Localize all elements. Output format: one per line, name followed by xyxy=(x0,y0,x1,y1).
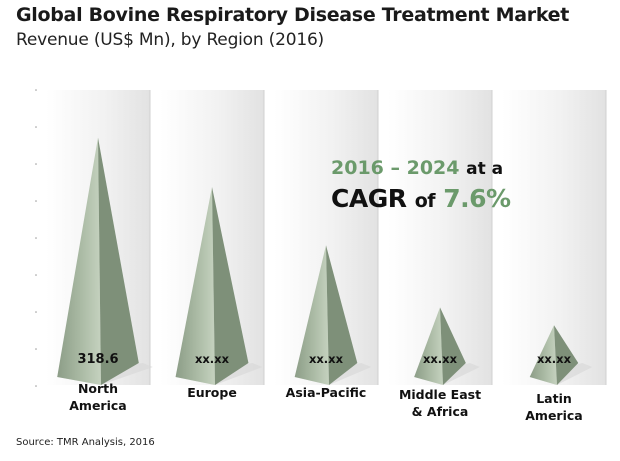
cagr-at-a: at a xyxy=(466,159,504,179)
category-label: Latin America xyxy=(525,391,583,423)
pyramid-bar xyxy=(529,325,557,385)
cagr-callout: 2016 – 2024 at a CAGR of 7.6% xyxy=(331,155,511,218)
pyramid-bar-side xyxy=(212,187,249,385)
pyramid-bar xyxy=(175,187,215,385)
axis-tick-mark xyxy=(35,385,37,387)
source-note: Source: TMR Analysis, 2016 xyxy=(16,437,155,448)
chart-subtitle: Revenue (US$ Mn), by Region (2016) xyxy=(16,30,324,50)
data-label: xx.xx xyxy=(537,352,572,366)
axis-tick-mark xyxy=(35,126,37,128)
axis-tick-mark xyxy=(35,200,37,202)
data-label: 318.6 xyxy=(77,352,118,367)
category-label: Asia-Pacific xyxy=(285,385,367,400)
data-label: xx.xx xyxy=(309,352,344,366)
axis-tick-mark xyxy=(35,274,37,276)
cagr-of: of xyxy=(414,190,436,212)
cagr-label: CAGR xyxy=(331,184,407,213)
pyramid-bar xyxy=(294,245,329,385)
cagr-years: 2016 – 2024 xyxy=(331,157,460,179)
category-label: North America xyxy=(69,381,127,413)
cagr-rate: 7.6% xyxy=(443,184,511,213)
category-label: Middle East & Africa xyxy=(398,387,482,419)
pyramid-bar-side xyxy=(440,307,466,385)
data-label: xx.xx xyxy=(195,352,230,366)
axis-tick-mark xyxy=(35,89,37,91)
axis-tick-mark xyxy=(35,311,37,313)
pyramid-bar-side xyxy=(326,245,358,385)
pyramid-bar-side xyxy=(98,137,139,385)
pyramid-bar-side xyxy=(554,325,579,385)
axis-tick-mark xyxy=(35,348,37,350)
pyramid-bar xyxy=(414,307,443,385)
category-label: Europe xyxy=(187,385,237,400)
axis-tick-mark xyxy=(35,163,37,165)
pyramid-bar xyxy=(57,137,101,385)
chart-title: Global Bovine Respiratory Disease Treatm… xyxy=(16,4,570,26)
data-label: xx.xx xyxy=(423,352,458,366)
axis-tick-mark xyxy=(35,237,37,239)
